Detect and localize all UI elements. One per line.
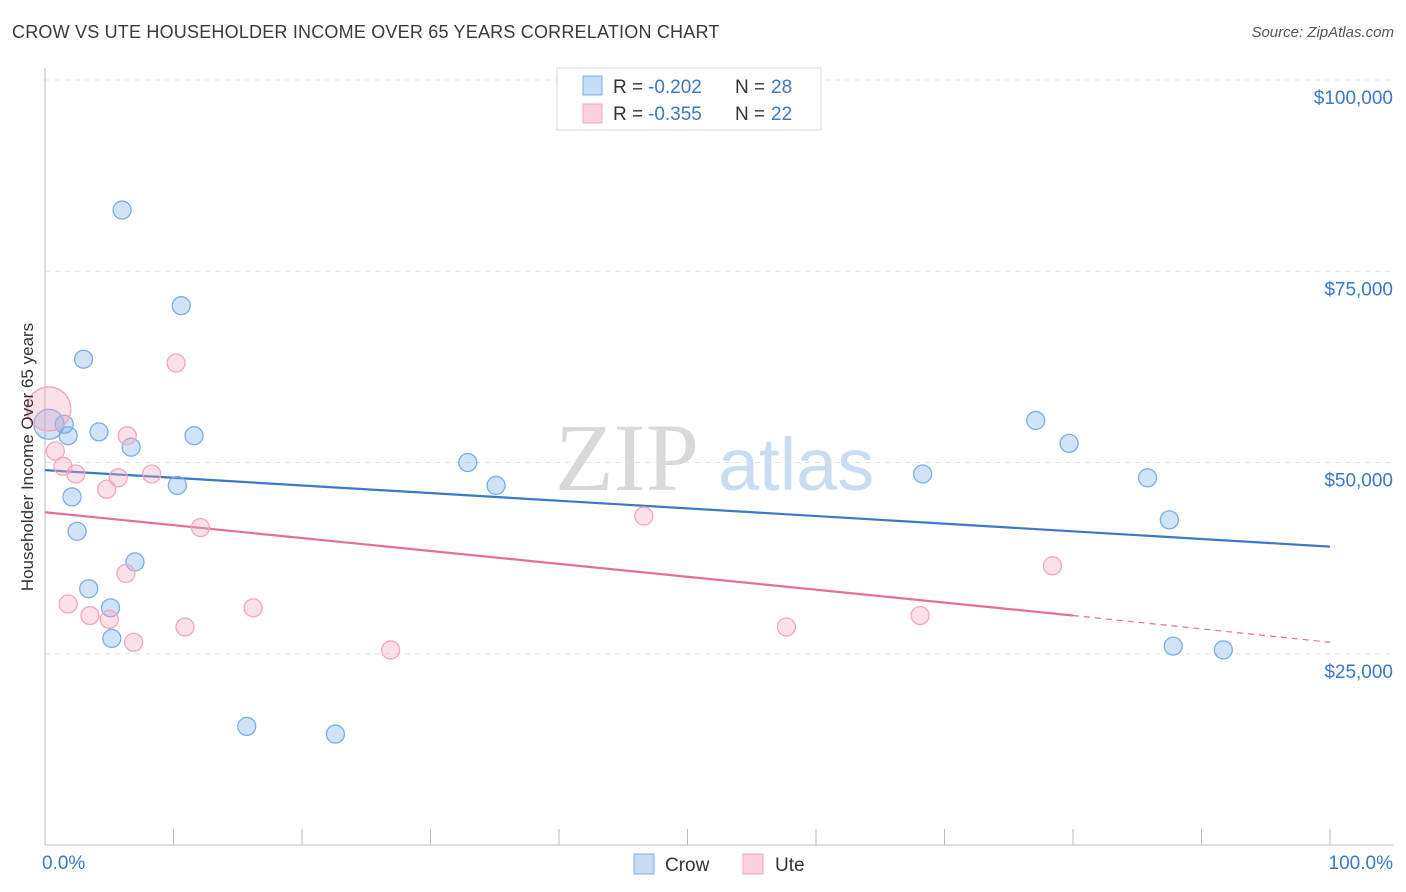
ute-point-9: [116, 563, 136, 584]
ute-point-7: [99, 609, 119, 629]
ute-point-11: [124, 632, 144, 652]
series-legend: Crow Ute: [633, 853, 805, 876]
ute-series-swatch: [742, 853, 764, 875]
crow-point-24: [1159, 510, 1180, 530]
x-tick-label-0: 0.0%: [42, 853, 85, 874]
crow-point-16: [237, 716, 257, 737]
ute-point-5: [80, 605, 100, 626]
x-tick-label-1: 100.0%: [1329, 853, 1394, 874]
crow-series-label: Crow: [665, 855, 710, 876]
crow-point-23: [1137, 468, 1158, 488]
crow-point-5: [73, 349, 94, 369]
watermark-zip: ZIP: [555, 404, 699, 511]
crow-point-22: [1059, 433, 1079, 454]
ute-point-16: [243, 598, 263, 618]
x-tick-labels: 0.0% 100.0%: [42, 853, 1393, 874]
y-tick-labels: $25,000 $50,000 $75,000 $100,000: [1314, 88, 1393, 683]
crow-point-9: [102, 628, 122, 649]
crow-point-13: [167, 475, 188, 496]
crow-legend-swatch: [582, 75, 603, 96]
crow-point-7: [89, 422, 109, 442]
ute-point-21: [1042, 556, 1063, 576]
ute-point-3: [58, 594, 78, 614]
ute-point-4: [66, 464, 86, 484]
y-tick-label-0: $25,000: [1324, 662, 1393, 683]
crow-point-2: [58, 426, 78, 446]
crow-point-20: [913, 464, 933, 484]
crow-point-25: [1163, 636, 1183, 656]
ute-trend-line: [44, 511, 1074, 617]
ute-r-label: R =: [613, 104, 643, 125]
ute-point-10: [117, 426, 137, 446]
crow-point-14: [171, 296, 191, 316]
stats-legend: R = -0.202 N = 28 R = -0.355 N = 22: [556, 67, 822, 131]
trend-lines: [44, 469, 1331, 643]
ute-n-label: N =: [735, 104, 765, 125]
crow-n-value: 28: [771, 77, 792, 98]
axes: [44, 68, 1393, 846]
crow-point-15: [184, 426, 204, 446]
ute-point-6: [97, 479, 117, 499]
crow-point-19: [486, 475, 506, 496]
crow-series-swatch: [633, 853, 655, 875]
ute-point-14: [175, 617, 195, 637]
ute-point-8: [108, 468, 128, 488]
ute-point-1: [45, 441, 65, 461]
gridlines: [45, 79, 1393, 655]
crow-point-10: [112, 200, 132, 220]
crow-trend-line: [44, 469, 1331, 548]
ute-point-13: [166, 353, 186, 373]
y-tick-label-3: $100,000: [1314, 88, 1393, 109]
crow-point-26: [1213, 640, 1233, 660]
ute-series-label: Ute: [775, 855, 805, 876]
ute-trend-extension: [1072, 614, 1331, 643]
crow-point-17: [325, 724, 346, 744]
crow-point-4: [67, 521, 87, 541]
ute-point-15: [190, 517, 211, 538]
ute-point-18: [634, 506, 654, 526]
ute-point-20: [910, 605, 930, 626]
ute-point-17: [381, 640, 401, 660]
crow-point-21: [1026, 410, 1046, 431]
crow-point-11: [121, 437, 141, 457]
y-axis-label: Householder Income Over 65 years: [18, 323, 37, 591]
y-tick-label-1: $50,000: [1324, 471, 1393, 492]
chart-title: CROW VS UTE HOUSEHOLDER INCOME OVER 65 Y…: [12, 22, 720, 42]
data-points: [26, 200, 1233, 744]
crow-r-label: R =: [613, 77, 643, 98]
source-note: Source: ZipAtlas.com: [1251, 24, 1394, 41]
crow-point-3: [62, 487, 82, 507]
watermark-atlas: atlas: [718, 423, 874, 506]
ute-n-value: 22: [771, 104, 792, 125]
y-tick-label-2: $75,000: [1324, 279, 1393, 300]
ute-r-value: -0.355: [648, 104, 702, 125]
crow-point-6: [79, 579, 99, 599]
crow-r-value: -0.202: [648, 77, 702, 98]
ute-point-0: [26, 386, 72, 432]
ute-point-12: [142, 464, 162, 484]
crow-point-18: [458, 452, 478, 473]
crow-n-label: N =: [735, 77, 765, 98]
ute-legend-swatch: [582, 103, 603, 124]
ute-point-19: [776, 617, 797, 637]
